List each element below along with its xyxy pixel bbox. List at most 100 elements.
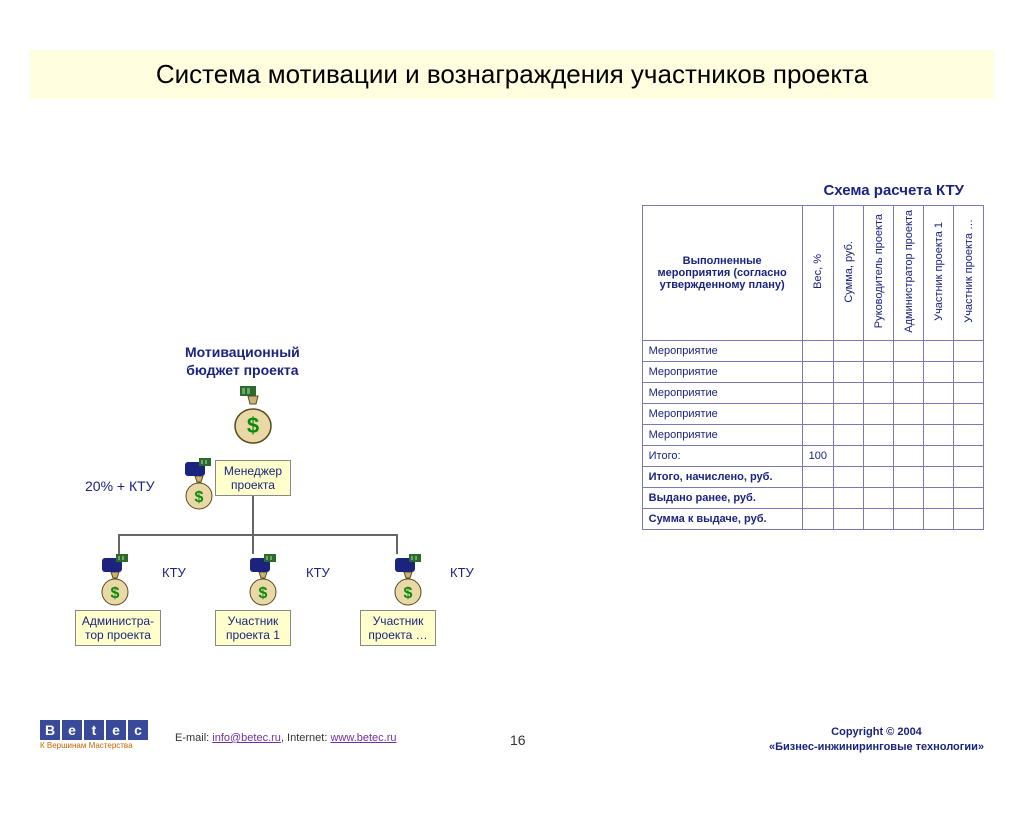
table-cell: [864, 508, 894, 529]
table-cell: [954, 445, 984, 466]
logo-tagline: К Вершинам Мастерства: [40, 741, 148, 750]
ktu-label: КТУ: [306, 565, 330, 580]
table-cell: [802, 466, 833, 487]
table-cell: [864, 340, 894, 361]
svg-text:$: $: [259, 585, 268, 602]
footer: Betec К Вершинам Мастерства E-mail: info…: [0, 720, 1024, 760]
table-cell: [864, 487, 894, 508]
table-cell: [834, 424, 864, 445]
ktu-label: КТУ: [162, 565, 186, 580]
table-cell: [864, 361, 894, 382]
table-cell: [802, 361, 833, 382]
node-manager: Менеджер проекта: [215, 460, 291, 496]
footer-contact: E-mail: info@betec.ru, Internet: www.bet…: [175, 732, 397, 744]
budget-label: Мотивационныйбюджет проекта: [185, 344, 300, 379]
table-row-label: Итого, начислено, руб.: [642, 466, 802, 487]
table-cell: [802, 340, 833, 361]
table-row-label: Мероприятие: [642, 382, 802, 403]
table-cell: [864, 382, 894, 403]
table-cell: [834, 508, 864, 529]
table-cell: [894, 361, 924, 382]
table-cell: [834, 445, 864, 466]
table-cell: [894, 466, 924, 487]
svg-text:$: $: [404, 585, 413, 602]
ktu-label: КТУ: [450, 565, 474, 580]
table-row-label: Мероприятие: [642, 361, 802, 382]
table-header-col: Администратор проекта: [894, 206, 924, 341]
table-cell: [924, 403, 954, 424]
table-cell: [894, 340, 924, 361]
table-title: Схема расчета КТУ: [823, 182, 964, 199]
copyright: Copyright © 2004 «Бизнес-инжиниринговые …: [769, 725, 984, 756]
table-row-label: Итого:: [642, 445, 802, 466]
table-cell: [802, 487, 833, 508]
table-cell: [894, 487, 924, 508]
table-cell: 100: [802, 445, 833, 466]
table-cell: [802, 508, 833, 529]
table-cell: [802, 382, 833, 403]
table-cell: [864, 424, 894, 445]
table-cell: [954, 508, 984, 529]
node-participant-1: Участникпроекта 1: [215, 610, 291, 646]
moneybag-icon: $: [230, 386, 276, 449]
moneybag-icon: $: [184, 476, 214, 515]
table-header-col: Руководитель проекта: [864, 206, 894, 341]
table-cell: [924, 445, 954, 466]
table-row-label: Мероприятие: [642, 403, 802, 424]
url-link[interactable]: www.betec.ru: [330, 732, 396, 744]
table-cell: [894, 403, 924, 424]
table-cell: [894, 424, 924, 445]
pm-percent-label: 20% + КТУ: [85, 478, 155, 494]
logo-letter: e: [62, 720, 82, 740]
table-cell: [834, 382, 864, 403]
table-cell: [924, 340, 954, 361]
table-row-label: Выдано ранее, руб.: [642, 487, 802, 508]
table-cell: [924, 466, 954, 487]
table-row-label: Мероприятие: [642, 424, 802, 445]
table-cell: [802, 424, 833, 445]
table-cell: [924, 508, 954, 529]
moneybag-icon: $: [100, 572, 130, 611]
table-row-label: Мероприятие: [642, 340, 802, 361]
table-cell: [864, 403, 894, 424]
table-cell: [834, 403, 864, 424]
table-cell: [954, 487, 984, 508]
table-header-col: Сумма, руб.: [834, 206, 864, 341]
table-cell: [924, 361, 954, 382]
table-cell: [894, 445, 924, 466]
page-number: 16: [510, 732, 526, 748]
table-cell: [864, 466, 894, 487]
svg-text:$: $: [111, 585, 120, 602]
table-row-label: Сумма к выдаче, руб.: [642, 508, 802, 529]
table-cell: [834, 466, 864, 487]
table-cell: [954, 466, 984, 487]
node-admin: Администра-тор проекта: [75, 610, 161, 646]
table-cell: [954, 382, 984, 403]
table-cell: [864, 445, 894, 466]
table-header-col: Вес, %: [802, 206, 833, 341]
table-cell: [924, 382, 954, 403]
table-cell: [924, 487, 954, 508]
table-cell: [834, 361, 864, 382]
table-cell: [924, 424, 954, 445]
table-cell: [834, 487, 864, 508]
table-cell: [954, 340, 984, 361]
table-header-col: Участник проекта …: [954, 206, 984, 341]
table-header-first: Выполненные мероприятия (согласно утверж…: [642, 206, 802, 341]
table-cell: [802, 403, 833, 424]
email-link[interactable]: info@betec.ru: [212, 732, 281, 744]
moneybag-icon: $: [248, 572, 278, 611]
logo-letter: e: [106, 720, 126, 740]
logo: Betec К Вершинам Мастерства: [40, 720, 148, 750]
table-cell: [834, 340, 864, 361]
table-cell: [894, 382, 924, 403]
node-participant-n: Участникпроекта …: [360, 610, 436, 646]
table-cell: [954, 424, 984, 445]
ktu-table: Выполненные мероприятия (согласно утверж…: [642, 205, 984, 530]
svg-text:$: $: [247, 413, 259, 438]
table-cell: [954, 403, 984, 424]
slide-title: Система мотивации и вознаграждения участ…: [30, 50, 994, 99]
moneybag-icon: $: [393, 572, 423, 611]
table-header-col: Участник проекта 1: [924, 206, 954, 341]
table-cell: [954, 361, 984, 382]
